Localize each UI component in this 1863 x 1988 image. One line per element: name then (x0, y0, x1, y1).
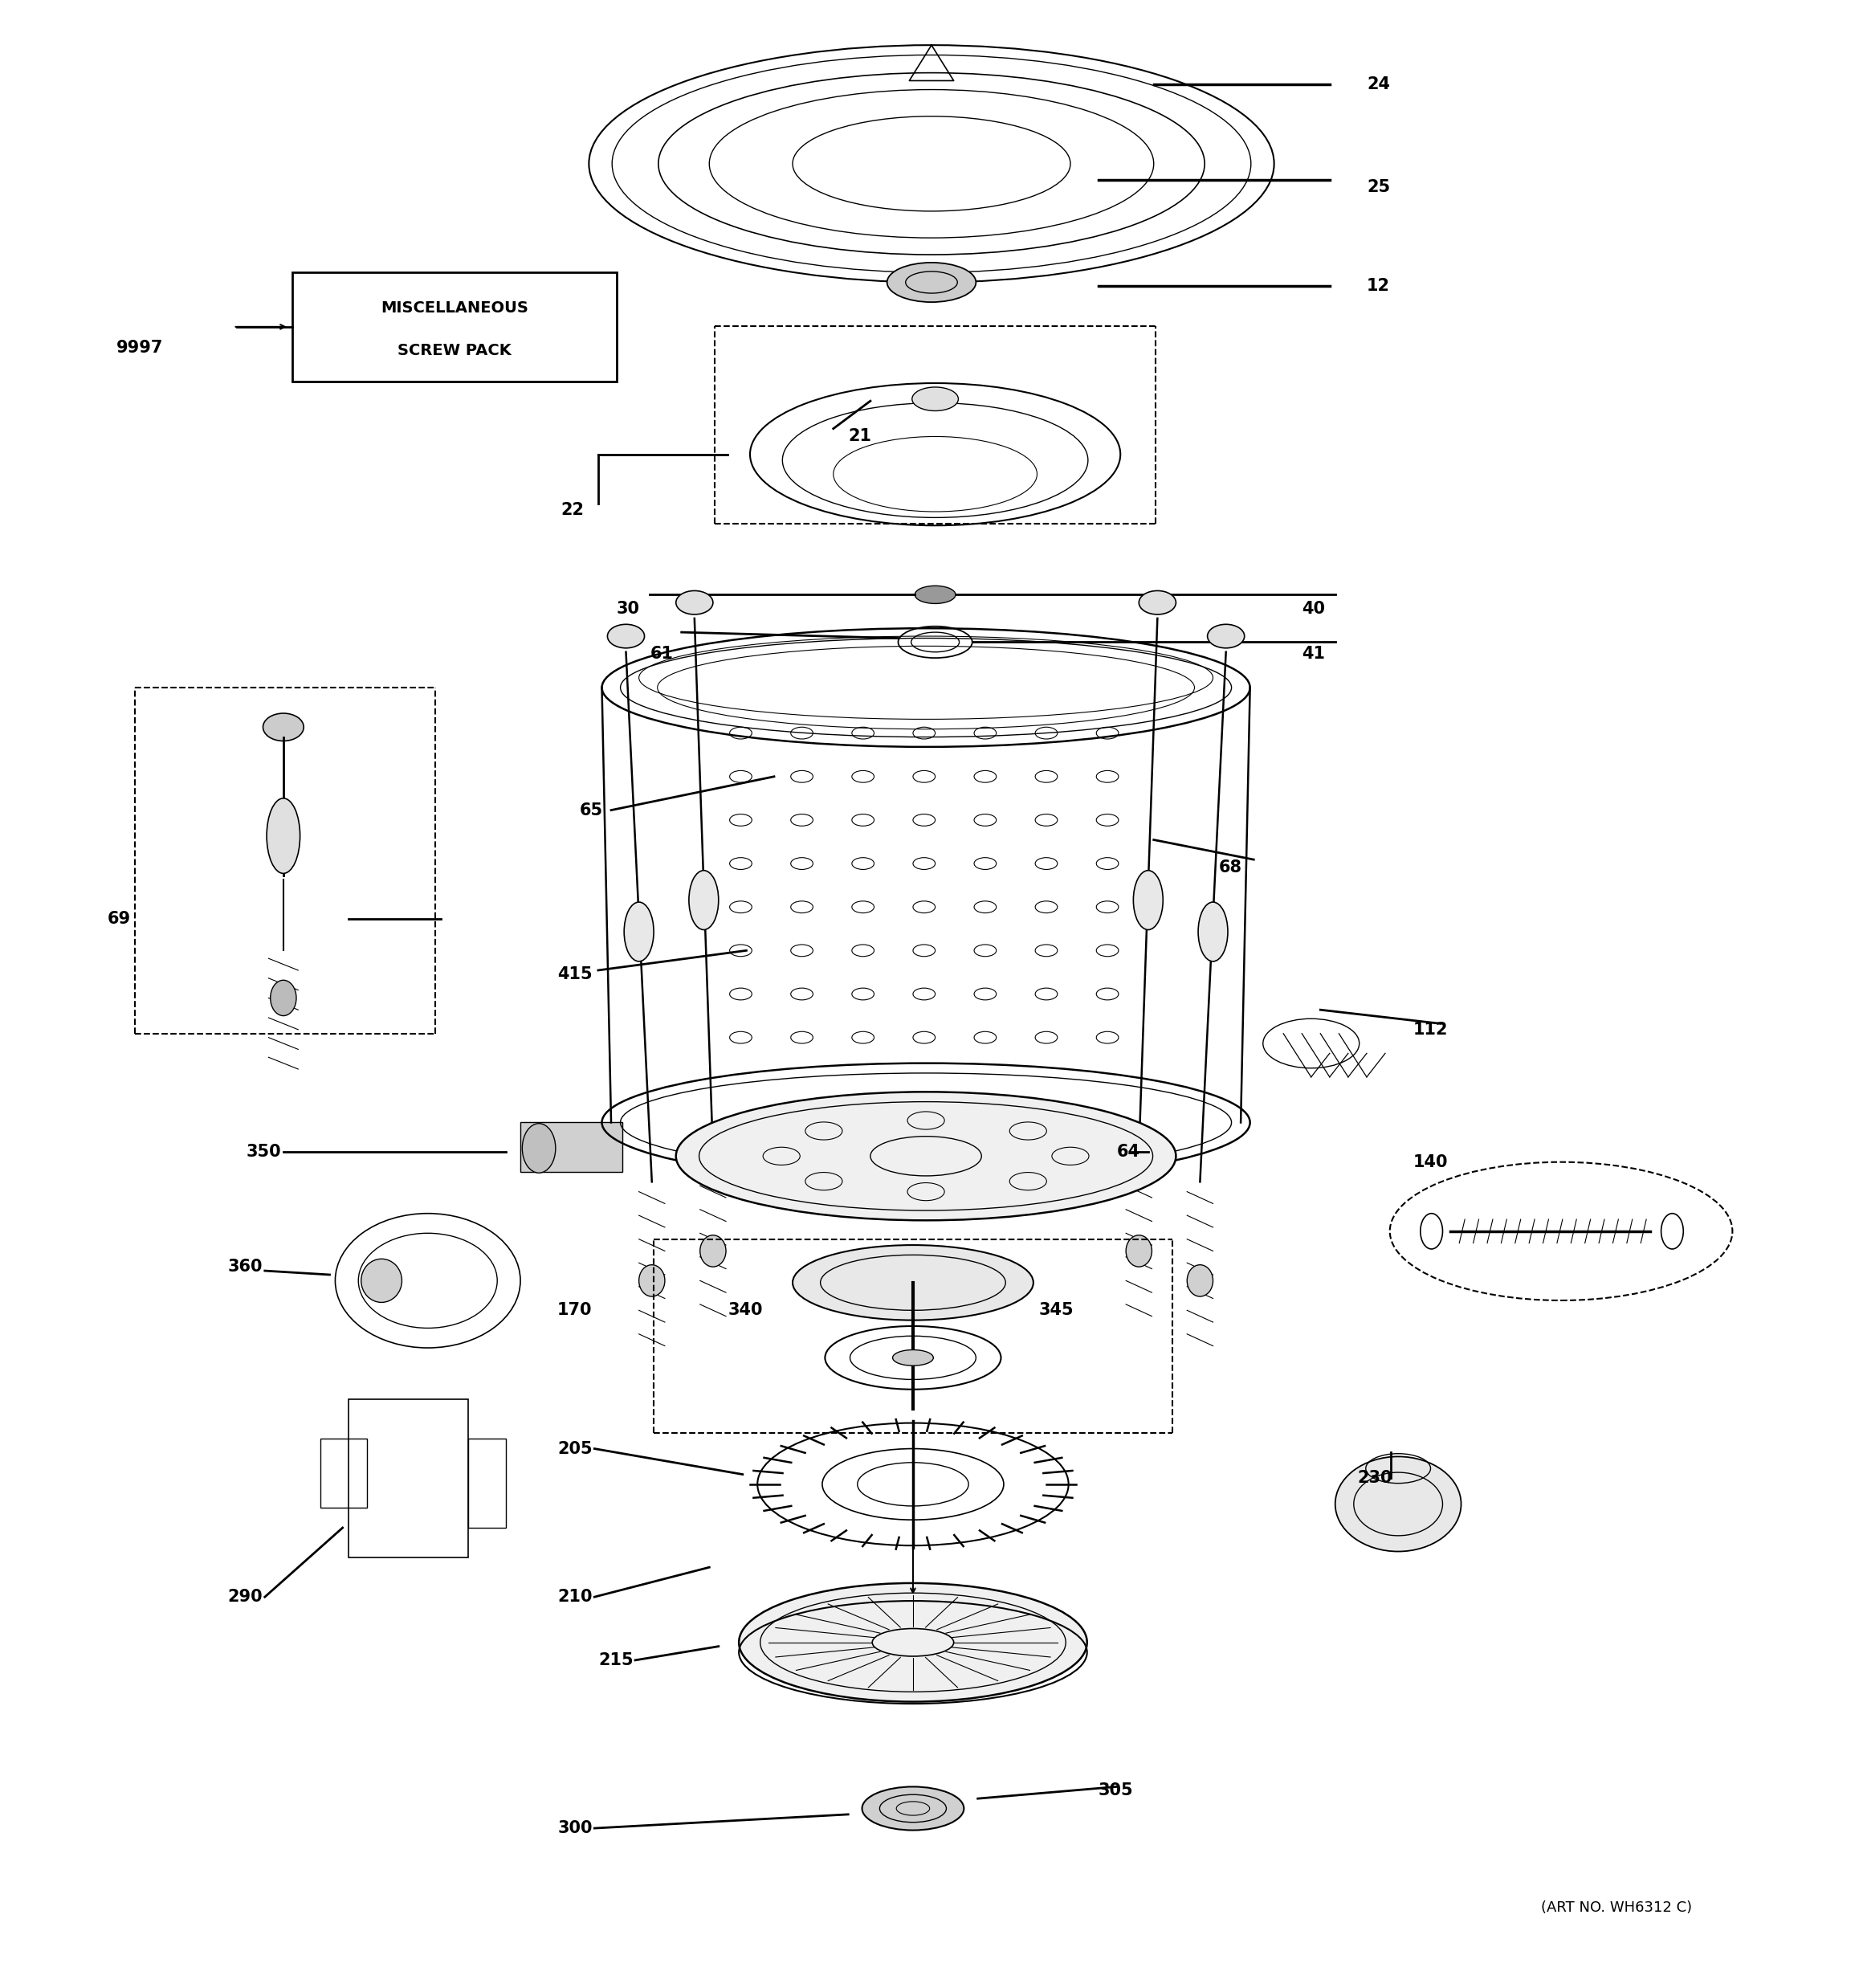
Bar (468, 1439, 505, 1527)
Bar (348, 1400, 468, 1557)
Text: 305: 305 (1097, 1783, 1133, 1799)
Bar (320, 1439, 367, 1509)
Ellipse shape (1207, 624, 1244, 648)
Ellipse shape (913, 388, 958, 412)
Text: 61: 61 (650, 646, 673, 662)
Text: 65: 65 (579, 801, 604, 819)
Text: 12: 12 (1367, 278, 1390, 294)
Ellipse shape (676, 1091, 1176, 1221)
Text: 210: 210 (557, 1588, 592, 1604)
Ellipse shape (1125, 1235, 1151, 1266)
Text: SCREW PACK: SCREW PACK (397, 344, 512, 358)
Text: 360: 360 (227, 1258, 263, 1274)
Ellipse shape (361, 1258, 402, 1302)
Ellipse shape (1336, 1457, 1461, 1551)
Text: 9997: 9997 (117, 340, 164, 356)
Text: 300: 300 (557, 1821, 592, 1837)
Text: 345: 345 (1040, 1302, 1073, 1318)
Text: 415: 415 (557, 966, 592, 982)
Ellipse shape (892, 1350, 933, 1366)
Ellipse shape (887, 262, 976, 302)
Ellipse shape (700, 1235, 727, 1266)
Text: 30: 30 (617, 600, 641, 616)
Text: 69: 69 (108, 911, 130, 926)
Text: 64: 64 (1116, 1145, 1140, 1161)
Text: 41: 41 (1302, 646, 1325, 662)
Ellipse shape (1133, 871, 1163, 930)
Ellipse shape (639, 1264, 665, 1296)
Text: 230: 230 (1358, 1471, 1392, 1487)
Ellipse shape (676, 590, 714, 614)
Text: 40: 40 (1302, 600, 1325, 616)
Text: 350: 350 (246, 1145, 281, 1161)
Ellipse shape (522, 1123, 555, 1173)
Text: 170: 170 (557, 1302, 592, 1318)
Text: MISCELLANEOUS: MISCELLANEOUS (380, 300, 529, 316)
Bar (292, 272, 617, 382)
Ellipse shape (1187, 1264, 1213, 1296)
Text: 68: 68 (1218, 859, 1243, 875)
Ellipse shape (263, 714, 304, 742)
Text: 290: 290 (227, 1588, 263, 1604)
Text: 22: 22 (561, 501, 585, 517)
Ellipse shape (740, 1582, 1086, 1702)
Ellipse shape (792, 1244, 1034, 1320)
Text: 140: 140 (1412, 1153, 1448, 1171)
Ellipse shape (689, 871, 719, 930)
Ellipse shape (266, 799, 300, 873)
Text: 24: 24 (1367, 78, 1390, 93)
Ellipse shape (1138, 590, 1176, 614)
Text: 340: 340 (728, 1302, 762, 1318)
Ellipse shape (1198, 903, 1228, 962)
Text: 215: 215 (598, 1652, 633, 1668)
Text: 112: 112 (1412, 1022, 1448, 1038)
Ellipse shape (915, 586, 956, 604)
Ellipse shape (624, 903, 654, 962)
Text: 21: 21 (848, 429, 872, 445)
Ellipse shape (270, 980, 296, 1016)
Text: 205: 205 (557, 1441, 592, 1457)
Text: (ART NO. WH6312 C): (ART NO. WH6312 C) (1541, 1901, 1692, 1914)
Polygon shape (520, 1123, 622, 1171)
Ellipse shape (607, 624, 645, 648)
Bar (520, 1123, 622, 1171)
Ellipse shape (863, 1787, 963, 1831)
Text: 25: 25 (1367, 179, 1390, 195)
